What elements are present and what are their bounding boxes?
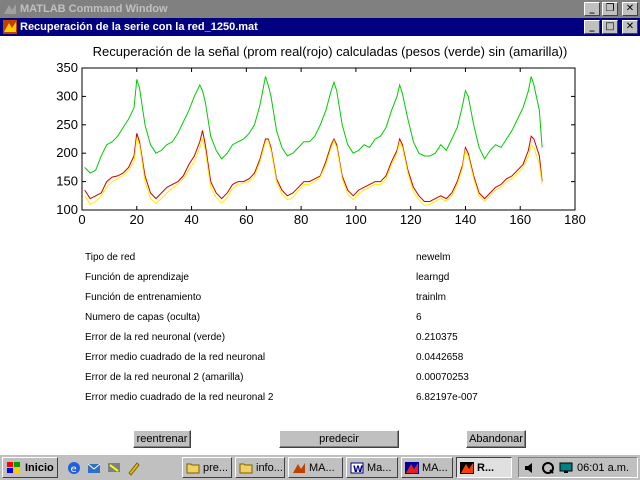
info-value: 0.00070253 <box>416 372 469 383</box>
abort-button[interactable]: Abandonar <box>466 430 526 448</box>
minimize-button[interactable]: _ <box>584 2 600 16</box>
x-tick-label: 180 <box>564 212 586 227</box>
command-window-title: MATLAB Command Window <box>20 3 168 15</box>
info-label: Error de la red neuronal (verde) <box>85 332 226 343</box>
x-tick-label: 140 <box>455 212 477 227</box>
x-tick-label: 120 <box>400 212 422 227</box>
info-label: Error de la red neuronal 2 (amarilla) <box>85 372 244 383</box>
series-line-green <box>84 76 543 174</box>
word-icon: W <box>350 462 364 474</box>
figure-window-titlebar[interactable]: Recuperación de la serie con la red_1250… <box>0 18 640 36</box>
info-value: trainlm <box>416 292 447 303</box>
task-matlab-1[interactable]: MA... <box>288 457 343 478</box>
info-label: Tipo de red <box>85 252 136 263</box>
retrain-button[interactable]: reentrenar <box>133 430 191 448</box>
close-button[interactable]: ✕ <box>622 20 638 34</box>
restore-button[interactable]: ❐ <box>602 2 618 16</box>
task-folder-pre[interactable]: pre... <box>182 457 232 478</box>
matlab-icon <box>293 462 305 473</box>
pencil-icon[interactable] <box>126 460 142 476</box>
info-label: Función de entrenamiento <box>85 292 202 303</box>
y-tick-label: 100 <box>56 202 78 217</box>
internet-explorer-icon[interactable]: e <box>66 460 82 476</box>
taskbar: Inicio e pre... info... MA... W Ma... MA… <box>0 454 640 480</box>
plot-title: Recuperación de la señal (prom real(rojo… <box>92 44 568 59</box>
x-tick-label: 60 <box>239 212 253 227</box>
monitor-icon[interactable] <box>559 461 573 475</box>
info-label: Numero de capas (oculta) <box>85 312 201 323</box>
clock: 06:01 a.m. <box>577 461 629 474</box>
info-label: Error medio cuadrado de la red neuronal <box>85 352 266 363</box>
y-tick-label: 300 <box>56 88 78 103</box>
command-window-titlebar[interactable]: MATLAB Command Window _ ❐ ✕ <box>0 0 640 18</box>
matlab-icon <box>4 4 16 14</box>
plot-area <box>81 67 576 211</box>
info-value: 6.82197e-007 <box>416 392 478 403</box>
windows-logo-icon <box>7 461 20 473</box>
info-value: 0.210375 <box>416 332 458 343</box>
task-word[interactable]: W Ma... <box>346 457 398 478</box>
x-tick-label: 0 <box>78 212 85 227</box>
x-tick-label: 160 <box>509 212 531 227</box>
desktop-icon[interactable] <box>106 460 122 476</box>
speaker-icon[interactable] <box>523 461 537 475</box>
matlab-icon <box>460 461 474 474</box>
x-tick-label: 20 <box>130 212 144 227</box>
info-value: 0.0442658 <box>416 352 464 363</box>
x-tick-label: 100 <box>345 212 367 227</box>
folder-icon <box>186 463 200 473</box>
quicktime-icon[interactable] <box>541 461 555 475</box>
figure-window-title: Recuperación de la serie con la red_1250… <box>20 21 258 33</box>
figure-canvas: Recuperación de la señal (prom real(rojo… <box>0 36 640 454</box>
info-value: newelm <box>416 252 451 263</box>
matlab-icon <box>405 461 419 474</box>
minimize-button[interactable]: _ <box>584 20 600 34</box>
task-matlab-2[interactable]: MA... <box>401 457 453 478</box>
info-value: 6 <box>416 312 422 323</box>
folder-icon <box>239 463 253 473</box>
predict-button[interactable]: predecir <box>279 430 399 448</box>
start-button[interactable]: Inicio <box>2 457 58 478</box>
y-tick-label: 250 <box>56 117 78 132</box>
x-tick-label: 80 <box>294 212 308 227</box>
info-label: Error medio cuadrado de la red neuronal … <box>85 392 274 403</box>
close-button[interactable]: ✕ <box>622 2 638 16</box>
line-chart: 0 20 40 60 80 100 120 140 160 180 100 150 200 250 300 3… <box>56 60 586 227</box>
series-line-yellow <box>84 137 543 207</box>
y-tick-label: 200 <box>56 145 78 160</box>
info-label: Función de aprendizaje <box>85 272 189 283</box>
maximize-button[interactable]: □ <box>602 20 618 34</box>
start-label: Inicio <box>25 461 54 474</box>
y-tick-label: 150 <box>56 174 78 189</box>
y-tick-label: 350 <box>56 60 78 75</box>
info-value: learngd <box>416 272 450 283</box>
matlab-icon <box>3 20 17 34</box>
svg-text:e: e <box>71 464 77 475</box>
x-tick-label: 40 <box>184 212 198 227</box>
system-tray: 06:01 a.m. <box>518 457 638 478</box>
task-folder-info[interactable]: info... <box>235 457 285 478</box>
task-figure[interactable]: R... <box>456 457 512 478</box>
outlook-icon[interactable] <box>86 460 102 476</box>
svg-text:W: W <box>353 465 363 474</box>
series-line-red <box>84 130 543 202</box>
